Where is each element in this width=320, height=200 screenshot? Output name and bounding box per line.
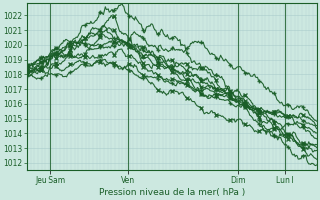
X-axis label: Pression niveau de la mer( hPa ): Pression niveau de la mer( hPa ) xyxy=(99,188,245,197)
